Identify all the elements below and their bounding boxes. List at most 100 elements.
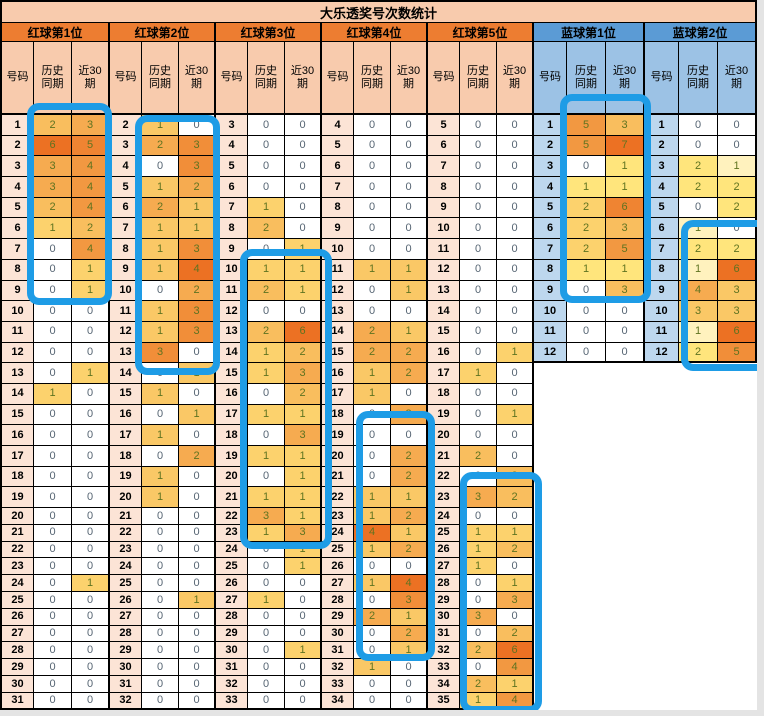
history-count-cell[interactable]: 1 (142, 466, 179, 488)
recent30-count-cell[interactable]: 0 (497, 239, 532, 260)
history-count-cell[interactable]: 1 (354, 541, 391, 559)
history-count-cell[interactable]: 3 (34, 156, 72, 178)
recent30-count-cell[interactable]: 0 (179, 575, 214, 593)
number-cell[interactable]: 30 (216, 642, 248, 660)
recent30-count-cell[interactable]: 0 (391, 197, 426, 219)
recent30-count-cell[interactable]: 0 (497, 363, 532, 384)
recent30-count-cell[interactable]: 3 (179, 135, 214, 157)
number-cell[interactable]: 24 (110, 558, 142, 576)
history-count-cell[interactable]: 1 (142, 301, 179, 322)
history-count-cell[interactable]: 0 (460, 177, 497, 198)
number-cell[interactable]: 4 (216, 135, 248, 157)
history-count-cell[interactable]: 2 (567, 197, 606, 219)
number-cell[interactable]: 15 (110, 383, 142, 405)
history-count-cell[interactable]: 1 (354, 659, 391, 677)
number-cell[interactable]: 12 (428, 259, 460, 281)
recent30-count-cell[interactable]: 0 (497, 280, 532, 302)
number-cell[interactable]: 13 (428, 280, 460, 302)
recent30-count-cell[interactable]: 3 (72, 115, 108, 136)
history-count-cell[interactable]: 1 (142, 218, 179, 240)
history-count-cell[interactable]: 0 (142, 642, 179, 660)
recent30-count-cell[interactable]: 1 (497, 676, 532, 693)
group-header-6[interactable]: 蓝球第1位 (534, 23, 645, 42)
number-cell[interactable]: 18 (428, 383, 460, 405)
history-count-cell[interactable]: 0 (34, 659, 72, 677)
history-count-cell[interactable]: 0 (460, 280, 497, 302)
recent30-count-cell[interactable]: 0 (179, 692, 214, 710)
recent30-count-cell[interactable]: 0 (718, 218, 755, 240)
number-cell[interactable]: 15 (322, 342, 354, 364)
recent30-count-cell[interactable]: 1 (391, 608, 426, 626)
recent30-count-cell[interactable]: 0 (606, 321, 643, 343)
recent30-count-cell[interactable]: 5 (718, 342, 755, 364)
history-count-cell[interactable]: 0 (142, 659, 179, 677)
history-count-cell[interactable]: 0 (34, 446, 72, 467)
recent30-count-cell[interactable]: 2 (179, 177, 214, 198)
number-cell[interactable]: 9 (428, 197, 460, 219)
history-count-cell[interactable]: 1 (679, 218, 718, 240)
number-cell[interactable]: 20 (428, 425, 460, 446)
history-count-cell[interactable]: 0 (567, 301, 606, 322)
recent30-count-cell[interactable]: 0 (391, 383, 426, 405)
history-count-cell[interactable]: 0 (248, 608, 285, 626)
number-cell[interactable]: 3 (645, 156, 679, 178)
number-cell[interactable]: 14 (216, 342, 248, 364)
recent30-count-cell[interactable]: 0 (718, 115, 755, 136)
recent30-count-cell[interactable]: 3 (285, 524, 320, 542)
recent30-count-cell[interactable]: 0 (285, 156, 320, 178)
history-count-cell[interactable]: 0 (567, 321, 606, 343)
number-cell[interactable]: 12 (110, 321, 142, 343)
history-count-cell[interactable]: 0 (567, 156, 606, 178)
history-count-cell[interactable]: 0 (142, 592, 179, 609)
recent30-count-cell[interactable]: 0 (497, 608, 532, 626)
recent30-count-cell[interactable]: 1 (179, 404, 214, 426)
recent30-count-cell[interactable]: 1 (285, 466, 320, 488)
history-count-cell[interactable]: 0 (34, 692, 72, 710)
number-cell[interactable]: 26 (110, 592, 142, 609)
number-cell[interactable]: 21 (110, 508, 142, 525)
history-count-cell[interactable]: 0 (248, 676, 285, 693)
recent30-count-cell[interactable]: 0 (391, 692, 426, 710)
recent30-count-cell[interactable]: 1 (285, 508, 320, 525)
number-cell[interactable]: 14 (322, 321, 354, 343)
recent30-count-cell[interactable]: 0 (72, 625, 108, 643)
recent30-count-cell[interactable]: 0 (285, 197, 320, 219)
number-cell[interactable]: 23 (2, 558, 34, 576)
history-count-cell[interactable]: 3 (460, 487, 497, 509)
recent30-count-cell[interactable]: 1 (285, 487, 320, 509)
history-count-cell[interactable]: 0 (567, 280, 606, 302)
recent30-count-cell[interactable]: 0 (72, 404, 108, 426)
recent30-count-cell[interactable]: 3 (179, 321, 214, 343)
history-count-cell[interactable]: 0 (142, 363, 179, 384)
number-cell[interactable]: 33 (322, 676, 354, 693)
recent30-count-cell[interactable]: 2 (718, 197, 755, 219)
recent30-count-cell[interactable]: 0 (179, 115, 214, 136)
number-cell[interactable]: 11 (645, 321, 679, 343)
number-cell[interactable]: 28 (428, 575, 460, 593)
number-cell[interactable]: 31 (428, 625, 460, 643)
recent30-count-cell[interactable]: 0 (391, 676, 426, 693)
number-cell[interactable]: 11 (110, 301, 142, 322)
number-cell[interactable]: 9 (110, 259, 142, 281)
history-count-cell[interactable]: 0 (354, 692, 391, 710)
recent30-count-cell[interactable]: 0 (72, 446, 108, 467)
number-cell[interactable]: 34 (322, 692, 354, 710)
number-cell[interactable]: 15 (2, 404, 34, 426)
recent30-count-cell[interactable]: 0 (285, 301, 320, 322)
recent30-count-cell[interactable]: 3 (497, 592, 532, 609)
number-cell[interactable]: 31 (2, 692, 34, 710)
history-count-cell[interactable]: 0 (142, 692, 179, 710)
history-count-cell[interactable]: 0 (354, 625, 391, 643)
recent30-count-cell[interactable]: 4 (179, 259, 214, 281)
recent30-count-cell[interactable]: 0 (285, 575, 320, 593)
history-count-cell[interactable]: 0 (34, 541, 72, 559)
history-count-cell[interactable]: 1 (248, 404, 285, 426)
history-count-cell[interactable]: 1 (142, 239, 179, 260)
number-cell[interactable]: 27 (216, 592, 248, 609)
recent30-count-cell[interactable]: 4 (72, 177, 108, 198)
number-cell[interactable]: 13 (2, 363, 34, 384)
history-count-cell[interactable]: 1 (142, 259, 179, 281)
number-cell[interactable]: 19 (322, 425, 354, 446)
recent30-count-cell[interactable]: 1 (718, 156, 755, 178)
history-count-cell[interactable]: 6 (34, 135, 72, 157)
